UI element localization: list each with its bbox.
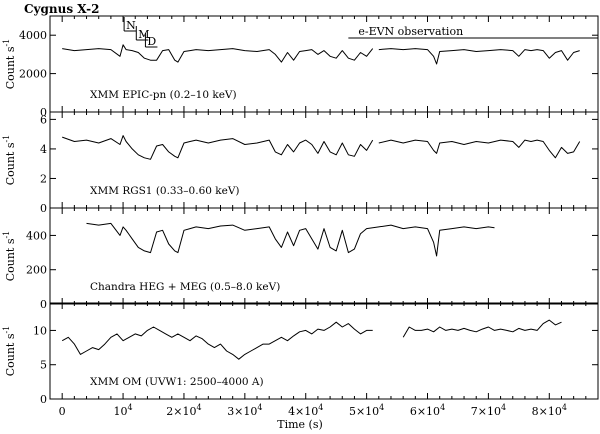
y-tick-label: 0 — [40, 202, 47, 215]
y-tick-label: 2000 — [19, 68, 47, 81]
y-axis-label: Count s-1 — [2, 39, 17, 90]
panel-4: 0 5 10 Count s-1 XMM OM (UVW1: 2500–4000 A) — [2, 302, 599, 406]
y-tick-label: 0 — [40, 393, 47, 406]
light-curve-segment — [61, 321, 373, 360]
light-curve-segment — [62, 44, 374, 63]
y-axis-label: Count s-1 — [2, 135, 17, 186]
panel-frame — [49, 302, 599, 400]
light-curve-segment — [86, 222, 495, 257]
x-tick-label: 8×104 — [532, 403, 567, 418]
x-tick-label: 5×104 — [349, 403, 384, 418]
x-axis-label: Time (s) — [277, 418, 323, 431]
panel-label: XMM RGS1 (0.33–0.60 keV) — [90, 185, 240, 197]
x-tick-label: 4×104 — [288, 403, 323, 418]
y-tick-label: 0 — [40, 106, 47, 119]
light-curve-segment — [378, 48, 580, 65]
y-axis-label: Count s-1 — [2, 326, 17, 377]
y-tick-label: 6 — [40, 113, 47, 126]
panel-2: 0 2 4 6 Count s-1 XMM RGS1 (0.33–0.60 keV) — [2, 111, 599, 215]
y-tick-label: 0 — [40, 298, 47, 311]
panel-label: Chandra HEG + MEG (0.5–8.0 keV) — [90, 281, 280, 293]
state-label-d: D — [147, 35, 156, 48]
y-tick-label: 4000 — [19, 29, 47, 42]
observation-label: e-EVN observation — [358, 25, 463, 38]
x-tick-label: 7×104 — [471, 403, 506, 418]
y-tick-label: 10 — [33, 324, 47, 337]
y-tick-label: 2 — [40, 172, 47, 185]
y-tick-label: 400 — [26, 229, 47, 242]
state-label-m: M — [138, 28, 149, 41]
state-label-n: N — [126, 19, 136, 32]
x-tick-label: 6×104 — [410, 403, 445, 418]
x-tick-label: 0 — [59, 405, 66, 418]
light-curve-segment — [402, 319, 562, 338]
chart-title: Cygnus X-2 — [24, 2, 100, 16]
y-axis-label: Count s-1 — [2, 231, 17, 282]
x-tick-label: 3×104 — [227, 403, 262, 418]
light-curve-segment — [62, 135, 374, 160]
light-curve-segment — [378, 139, 581, 159]
x-tick-label: 104 — [114, 403, 133, 418]
y-tick-label: 5 — [40, 359, 47, 372]
panel-label: XMM EPIC-pn (0.2–10 keV) — [90, 89, 237, 101]
panel-label: XMM OM (UVW1: 2500–4000 A) — [90, 376, 264, 388]
x-tick-label: 2×104 — [166, 403, 201, 418]
panel-frame — [49, 207, 599, 305]
y-tick-label: 4 — [40, 143, 47, 156]
panel-3: 0 200 400 Count s-1 Chandra HEG + MEG (0.5–8… — [2, 207, 599, 311]
y-tick-label: 200 — [26, 264, 47, 277]
